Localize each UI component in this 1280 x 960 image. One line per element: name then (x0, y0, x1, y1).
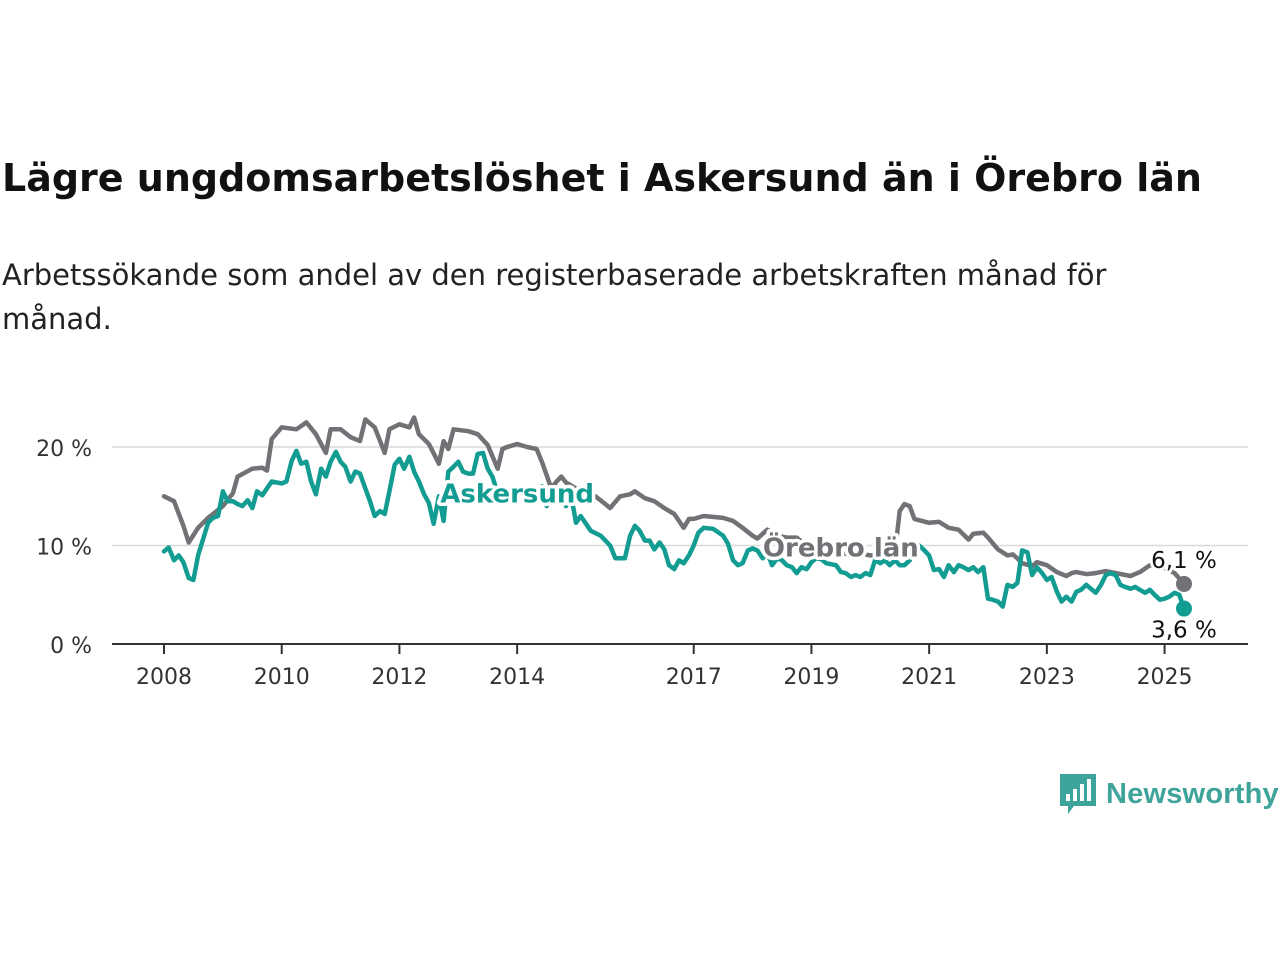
series-label: Askersund (440, 479, 594, 509)
y-tick-label: 10 % (36, 536, 92, 561)
series-label: Örebro län (763, 530, 919, 563)
end-value-label: 6,1 % (1151, 548, 1217, 574)
x-tick-label: 2023 (1019, 665, 1075, 690)
series-label-halo: Askersund (440, 479, 594, 509)
series-label-halo: Örebro län (763, 530, 919, 563)
y-tick-label: 20 % (36, 437, 92, 462)
end-value-label-halo: 3,6 % (1151, 618, 1217, 644)
end-value-label-halo: 6,1 % (1151, 548, 1217, 574)
x-tick-label: 2012 (371, 665, 427, 690)
series-line-askersund (161, 448, 1187, 611)
y-tick-label: 0 % (50, 634, 92, 659)
brand-name: Newsworthy (1106, 777, 1279, 810)
series-end-marker (1175, 600, 1192, 617)
series-line-örebro-län (161, 415, 1187, 587)
chart-title: Lägre ungdomsarbetslöshet i Askersund än… (2, 156, 1202, 200)
x-tick-label: 2008 (136, 665, 192, 690)
series-end-marker (1175, 575, 1192, 592)
end-value-label: 3,6 % (1151, 618, 1217, 644)
x-tick-label: 2014 (489, 665, 545, 690)
chart-subtitle: Arbetssökande som andel av den registerb… (2, 258, 1107, 336)
line-chart: 0 % 10 % 20 % 2008 2010 2012 2014 2017 2019 2021 2… (36, 415, 1248, 690)
x-tick-label: 2010 (254, 665, 310, 690)
x-tick-label: 2017 (666, 665, 722, 690)
x-tick-label: 2021 (901, 665, 957, 690)
x-tick-label: 2025 (1137, 665, 1193, 690)
bar-chart-speech-bubble-icon (1060, 774, 1096, 814)
newsworthy-logo: Newsworthy (1058, 772, 1279, 816)
x-tick-label: 2019 (783, 665, 839, 690)
